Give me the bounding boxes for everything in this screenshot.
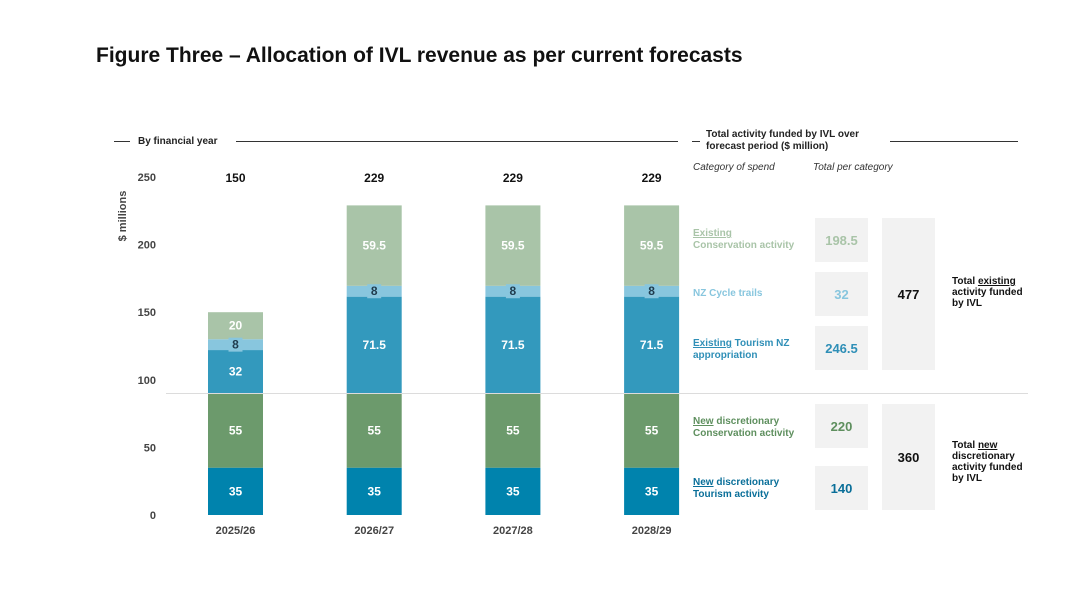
bar-label-badge bbox=[228, 337, 243, 352]
legend-cycle-trails: NZ Cycle trails bbox=[693, 288, 803, 300]
bar-segment-existing_tourism bbox=[485, 296, 541, 394]
y-tick-label: 250 bbox=[138, 172, 156, 184]
bar-segment-new_tourism bbox=[208, 467, 263, 515]
bar-segment-existing_tourism bbox=[346, 296, 402, 394]
total-existing-conservation: 198.5 bbox=[815, 218, 868, 262]
bar-segment-existing_conservation bbox=[346, 205, 402, 286]
bar-total-label: 150 bbox=[225, 171, 245, 185]
bar-total-label: 229 bbox=[364, 171, 384, 185]
bar-label-existing_tourism: 32 bbox=[229, 365, 243, 379]
bar-label-cycle_trails: 8 bbox=[648, 284, 655, 298]
stacked-bar-chart: 0 50 100 150 200 250 $ millions 35 55 32 8 20 150 20… bbox=[117, 171, 680, 537]
total-existing-tourism: 246.5 bbox=[815, 326, 868, 370]
left-header-rule-a bbox=[114, 141, 130, 142]
legend-existing-tourism-underlined: Existing bbox=[693, 338, 732, 349]
x-tick-label: 2027/28 bbox=[493, 525, 533, 537]
total-cycle-trails: 32 bbox=[815, 272, 868, 316]
bar-total-label: 229 bbox=[503, 171, 523, 185]
bar-segment-new_tourism bbox=[624, 467, 680, 515]
legend-existing-conservation: Existing Conservation activity bbox=[693, 228, 803, 252]
bar-label-cycle_trails: 8 bbox=[232, 338, 239, 352]
bar-label-new_conservation: 55 bbox=[368, 424, 382, 438]
bar-label-new_tourism: 35 bbox=[645, 484, 659, 498]
legend-new-tourism: New discretionary Tourism activity bbox=[693, 477, 797, 501]
group-total-existing: 477 bbox=[882, 218, 935, 370]
left-header: By financial year bbox=[138, 136, 218, 147]
x-tick-label: 2025/26 bbox=[216, 525, 256, 537]
bar-label-cycle_trails: 8 bbox=[371, 284, 378, 298]
bar-label-new_conservation: 55 bbox=[229, 424, 243, 438]
group-note-existing: Total existing activity funded by IVL bbox=[952, 276, 1032, 309]
bar-segment-new_tourism bbox=[485, 467, 541, 515]
bar-label-existing_conservation: 20 bbox=[229, 319, 243, 333]
total-column-header: Total per category bbox=[813, 162, 893, 173]
legend-new-conservation-underlined: New bbox=[693, 416, 714, 427]
y-tick-label: 200 bbox=[138, 240, 156, 252]
bar-label-cycle_trails: 8 bbox=[510, 284, 517, 298]
bar-label-badge bbox=[505, 284, 520, 299]
bar-label-existing_tourism: 71.5 bbox=[363, 338, 387, 352]
bar-segment-new_conservation bbox=[346, 393, 402, 468]
bar-total-label: 229 bbox=[642, 171, 662, 185]
category-column-header: Category of spend bbox=[693, 162, 775, 173]
bar-segment-existing_tourism bbox=[208, 350, 263, 394]
bar-segment-existing_tourism bbox=[624, 296, 680, 394]
legend-existing-tourism-text: Tourism NZ appropriation bbox=[693, 338, 790, 361]
bar-label-new_tourism: 35 bbox=[368, 484, 382, 498]
bar-segment-existing_conservation bbox=[485, 205, 541, 286]
bar-label-existing_tourism: 71.5 bbox=[640, 338, 664, 352]
figure-title: Figure Three – Allocation of IVL revenue… bbox=[96, 44, 743, 67]
legend-new-conservation-text: discretionary Conservation activity bbox=[693, 416, 795, 439]
bar-label-badge bbox=[644, 284, 659, 299]
total-new-conservation: 220 bbox=[815, 404, 868, 448]
legend-new-conservation: New discretionary Conservation activity bbox=[693, 416, 805, 440]
legend-new-tourism-text: discretionary Tourism activity bbox=[693, 477, 780, 500]
group-note-existing-post: activity funded by IVL bbox=[952, 287, 1023, 309]
y-tick-label: 0 bbox=[150, 510, 156, 522]
bar-label-badge bbox=[367, 284, 382, 299]
y-tick-label: 100 bbox=[138, 375, 156, 387]
bar-label-existing_conservation: 59.5 bbox=[363, 239, 387, 253]
y-axis-label: $ millions bbox=[117, 191, 129, 242]
bar-segment-new_tourism bbox=[346, 467, 402, 515]
right-header: Total activity funded by IVL over foreca… bbox=[706, 129, 859, 152]
bar-segment-existing_conservation bbox=[208, 312, 263, 340]
right-header-rule-a bbox=[692, 141, 700, 142]
group-note-new: Total new discretionary activity funded … bbox=[952, 440, 1032, 484]
left-header-rule-b bbox=[236, 141, 678, 142]
x-tick-label: 2028/29 bbox=[632, 525, 672, 537]
group-divider bbox=[166, 393, 1028, 394]
bar-label-new_conservation: 55 bbox=[645, 424, 659, 438]
group-note-existing-pre: Total bbox=[952, 276, 978, 287]
bar-label-existing_tourism: 71.5 bbox=[501, 338, 525, 352]
right-header-rule-b bbox=[890, 141, 1018, 142]
legend-new-tourism-underlined: New bbox=[693, 477, 714, 488]
bar-label-existing_conservation: 59.5 bbox=[501, 239, 525, 253]
legend-existing-conservation-underlined: Existing bbox=[693, 228, 732, 239]
bar-label-new_conservation: 55 bbox=[506, 424, 520, 438]
bar-segment-new_conservation bbox=[485, 393, 541, 468]
bar-segment-existing_conservation bbox=[624, 205, 680, 286]
bar-label-new_tourism: 35 bbox=[506, 484, 520, 498]
group-note-existing-underlined: existing bbox=[977, 276, 1016, 287]
group-note-new-post: discretionary activity funded by IVL bbox=[952, 451, 1023, 484]
group-note-new-pre: Total bbox=[952, 440, 978, 451]
group-total-new: 360 bbox=[882, 404, 935, 510]
bar-segment-new_conservation bbox=[624, 393, 680, 468]
y-tick-label: 150 bbox=[138, 307, 156, 319]
total-new-tourism: 140 bbox=[815, 466, 868, 510]
bar-segment-new_conservation bbox=[208, 393, 263, 468]
legend-existing-tourism: Existing Tourism NZ appropriation bbox=[693, 338, 805, 362]
bar-label-new_tourism: 35 bbox=[229, 484, 243, 498]
x-tick-label: 2026/27 bbox=[354, 525, 394, 537]
y-tick-label: 50 bbox=[144, 442, 156, 454]
group-note-new-underlined: new bbox=[977, 440, 998, 451]
bar-label-existing_conservation: 59.5 bbox=[640, 239, 664, 253]
legend-cycle-trails-text: NZ Cycle trails bbox=[693, 288, 763, 299]
legend-existing-conservation-text: Conservation activity bbox=[693, 240, 795, 251]
